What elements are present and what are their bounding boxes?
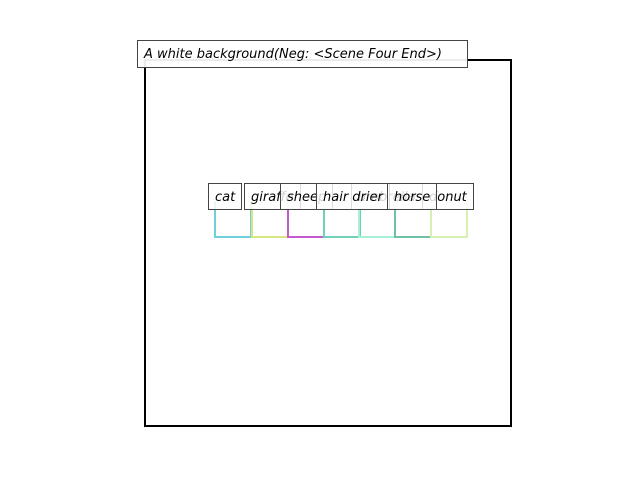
label-horse: horse [387,183,438,210]
box-donut [430,201,468,238]
box-hair-drier [323,201,361,238]
label-cat: cat [208,183,243,210]
scene-caption: A white background(Neg: <Scene Four End>… [137,40,468,68]
label-hair-drier: hair drier [316,183,390,210]
